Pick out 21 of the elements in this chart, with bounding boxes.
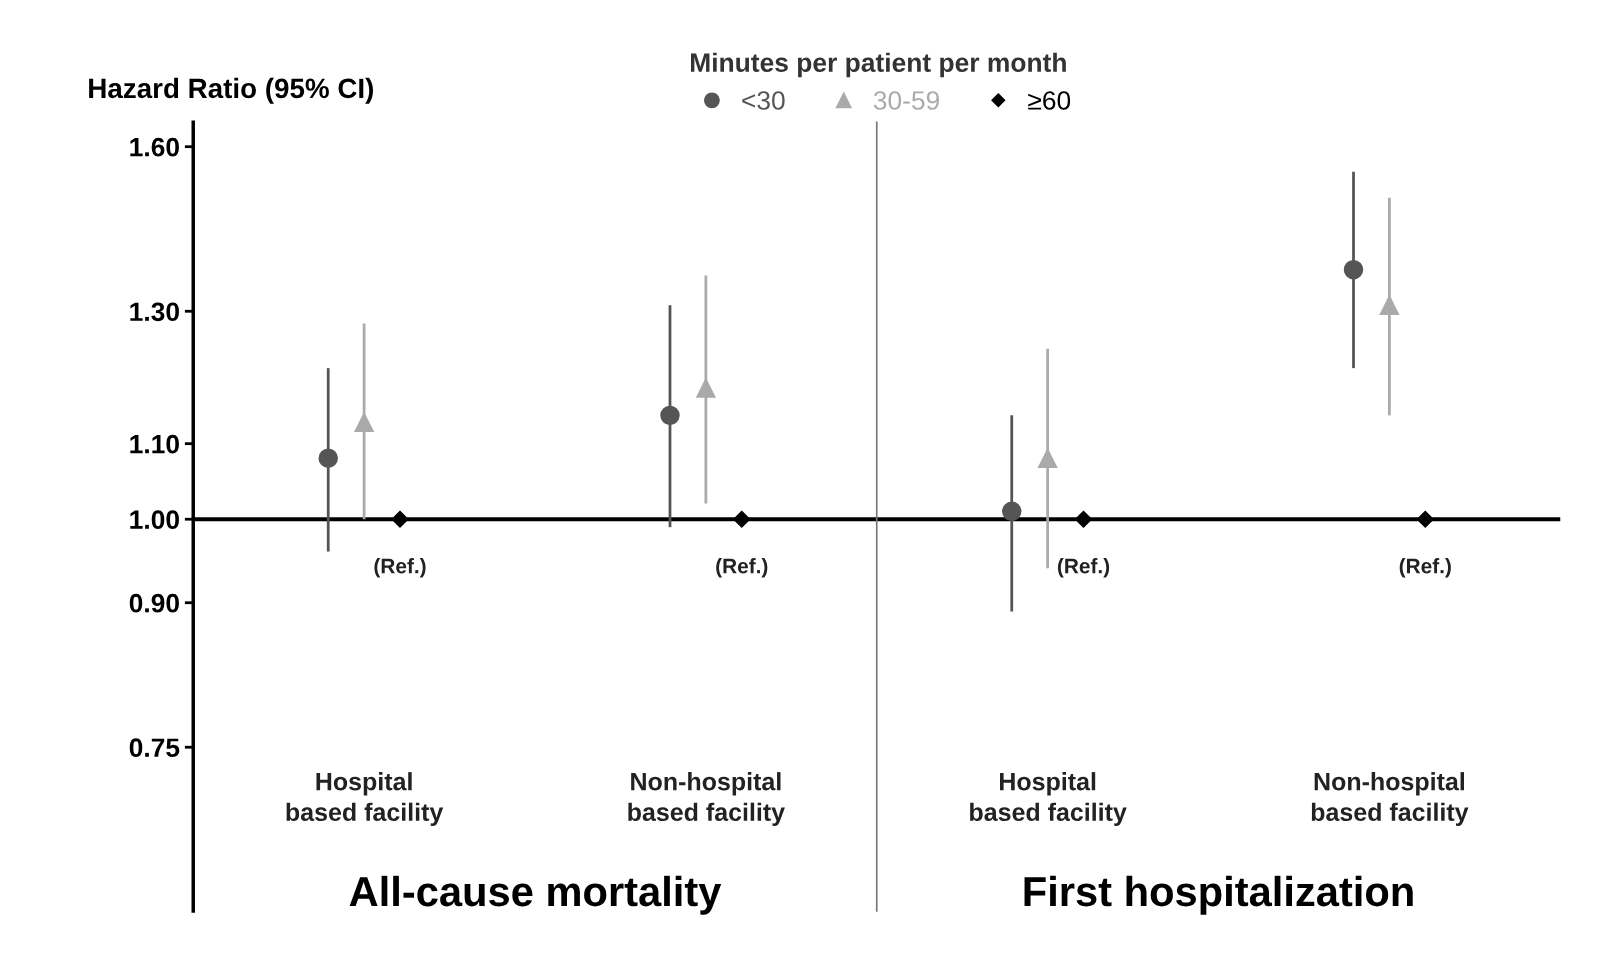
y-tick-label: 0.75: [129, 738, 180, 758]
x-axis-title: All-cause mortality: [349, 875, 722, 915]
x-tick-label: Non-hospital based facility: [628, 772, 785, 826]
x-tick-label: Hospital based facility: [286, 772, 444, 826]
x-tick-label: Hospital based facility: [970, 772, 1127, 826]
annotation: (Ref.): [1057, 558, 1110, 578]
annotation: (Ref.): [374, 558, 426, 578]
x-tick-label: Non-hospital based facility: [1311, 772, 1469, 826]
legend-label: 30-59: [873, 91, 940, 110]
y-tick-label: 0.90: [129, 593, 179, 613]
y-axis-title: Hazard Ratio (95% CI): [89, 77, 374, 104]
legend-label: <30: [742, 91, 785, 110]
annotation: (Ref.): [716, 558, 768, 578]
legend-label: ≥60: [1028, 91, 1071, 110]
y-tick-label: 1.00: [130, 510, 179, 530]
y-tick-label: 1.10: [130, 434, 179, 454]
y-tick-label: 1.30: [130, 302, 179, 322]
y-tick-label: 1.60: [130, 137, 179, 157]
x-axis-title: First hospitalization: [1024, 875, 1413, 915]
annotation: (Ref.): [1399, 558, 1451, 578]
legend-title: Minutes per patient per month: [691, 52, 1066, 78]
